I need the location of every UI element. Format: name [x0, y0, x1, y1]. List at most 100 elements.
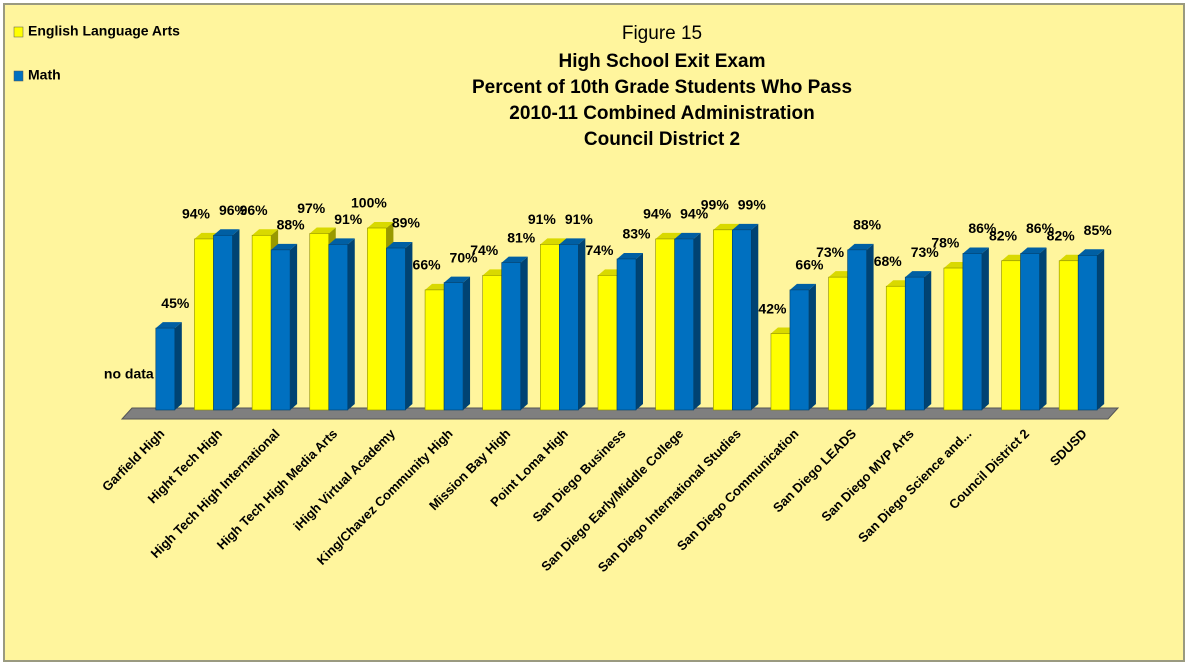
bar-side — [751, 223, 759, 410]
bar-top — [559, 238, 586, 245]
bar — [1020, 253, 1040, 411]
bar-side — [808, 283, 816, 410]
bar-top — [847, 243, 874, 250]
bar-top — [309, 227, 336, 234]
bar — [482, 275, 503, 411]
bar-top — [674, 232, 701, 239]
data-label: 88% — [853, 217, 882, 233]
bar-top — [271, 243, 298, 250]
bar — [943, 267, 964, 411]
bar-top — [386, 242, 413, 249]
data-label: 66% — [795, 257, 824, 273]
bar-side — [232, 229, 240, 410]
bar — [540, 244, 560, 411]
bar — [962, 253, 983, 411]
bar-top — [155, 322, 182, 329]
data-label: no data — [104, 366, 154, 382]
bar-top — [617, 252, 643, 259]
bar-top — [501, 256, 528, 263]
data-label: 82% — [989, 227, 1018, 243]
bar-top — [444, 276, 471, 283]
bar — [424, 289, 445, 411]
bar — [309, 233, 330, 411]
data-label: 89% — [392, 215, 421, 231]
bar — [559, 244, 579, 411]
bar — [597, 275, 618, 411]
data-label: 74% — [470, 242, 499, 258]
legend-swatch — [13, 70, 24, 82]
data-label: 88% — [277, 217, 306, 233]
legend-label: Math — [28, 67, 61, 83]
bar-top — [789, 283, 816, 290]
bar — [655, 238, 675, 411]
chart-subtitle: 2010-11 Combined Administration — [509, 103, 814, 124]
bar-side — [693, 232, 701, 410]
data-label: 68% — [874, 253, 903, 269]
bar-top — [213, 229, 240, 236]
bar — [1058, 260, 1079, 411]
data-label: 66% — [413, 257, 442, 273]
bar-top — [1020, 247, 1047, 254]
data-label: 73% — [911, 244, 940, 260]
bar — [828, 276, 848, 411]
data-label: 78% — [931, 235, 960, 251]
bar — [367, 227, 387, 411]
bar — [386, 247, 406, 411]
bar-side — [174, 322, 182, 410]
data-label: 91% — [528, 211, 557, 227]
bar-top — [732, 223, 759, 230]
bar-side — [405, 242, 413, 410]
bar-side — [924, 271, 932, 410]
data-label: 45% — [161, 295, 190, 311]
data-label: 42% — [758, 300, 787, 316]
data-label: 96% — [240, 202, 269, 218]
data-label: 94% — [182, 206, 211, 222]
bar — [904, 276, 925, 411]
bar-top — [540, 238, 567, 245]
bar — [328, 244, 349, 411]
bar — [731, 229, 752, 411]
bar — [885, 285, 906, 411]
bar — [155, 327, 176, 411]
data-label: 97% — [297, 200, 326, 216]
bar — [616, 258, 637, 411]
bar-side — [866, 243, 874, 410]
data-label: 74% — [585, 242, 614, 258]
bar-top — [328, 238, 355, 245]
bar — [1077, 255, 1098, 411]
data-label: 96% — [219, 202, 248, 218]
bar-top — [713, 223, 740, 230]
chart-subtitle: Council District 2 — [584, 129, 740, 150]
chart-subtitle: Percent of 10th Grade Students Who Pass — [472, 77, 852, 98]
bar-side — [578, 238, 586, 410]
bar-side — [290, 243, 298, 410]
data-label: 86% — [1026, 220, 1055, 236]
bar — [789, 289, 810, 411]
chart-subtitle: High School Exit Exam — [559, 51, 766, 72]
bar-side — [463, 276, 471, 410]
bar-top — [252, 229, 279, 236]
bar-side — [981, 247, 989, 410]
data-label: 83% — [622, 226, 651, 242]
bar-top — [655, 232, 682, 239]
data-label: 86% — [968, 220, 997, 236]
legend-label: English Language Arts — [28, 23, 180, 39]
bar — [213, 234, 233, 411]
bar-top — [962, 247, 989, 254]
data-label: 99% — [738, 197, 767, 213]
chart-title: Figure 15 — [622, 23, 702, 44]
bar — [443, 282, 464, 411]
bar-side — [636, 252, 643, 410]
bar-top — [1078, 249, 1105, 256]
bar — [194, 238, 214, 411]
bar-side — [1097, 249, 1105, 410]
data-label: 82% — [1047, 227, 1076, 243]
data-label: 94% — [680, 206, 709, 222]
bar — [674, 238, 694, 411]
data-label: 73% — [816, 244, 845, 260]
bar — [1001, 260, 1021, 411]
legend-swatch — [13, 26, 24, 38]
data-label: 91% — [565, 211, 594, 227]
